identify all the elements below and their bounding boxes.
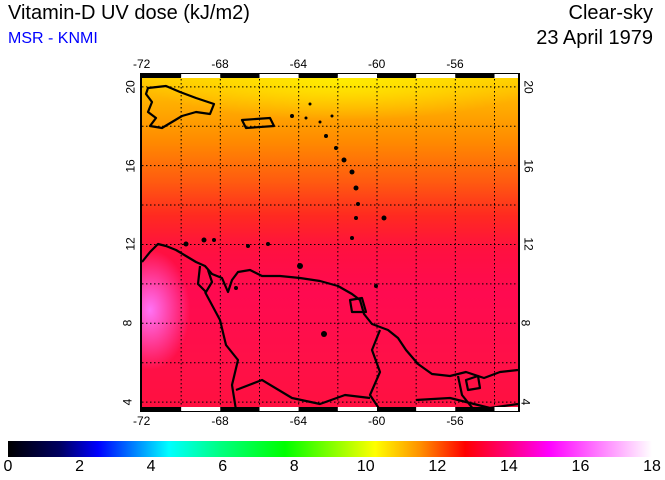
frame-tick-bar	[416, 407, 456, 411]
colorbar-tick-label: 8	[289, 458, 299, 475]
sky-condition-label: Clear-sky	[568, 2, 653, 24]
lon-tick-label-top: -64	[289, 57, 307, 71]
border-brazil-east	[415, 396, 519, 410]
frame-tick-bar	[220, 74, 260, 78]
colorbar-tick-label: 4	[146, 458, 156, 475]
border-brazil	[235, 378, 371, 406]
lon-tick-label-bottom: -64	[289, 414, 307, 428]
lake-maracaibo	[196, 265, 214, 294]
lat-tick-label-right: 16	[521, 158, 536, 173]
lat-tick-label-left: 16	[123, 158, 138, 173]
frame-tick-bar	[259, 74, 299, 78]
lon-tick-label-top: -60	[368, 57, 386, 71]
lat-tick-label-right: 20	[521, 80, 536, 94]
coastline-hispaniola	[144, 84, 216, 130]
frame-tick-bar	[259, 407, 299, 411]
coastline-puerto-rico	[240, 116, 276, 130]
coastline-suriname-lake	[464, 374, 482, 392]
frame-ticks	[142, 74, 518, 411]
coastline-trinidad	[348, 296, 368, 314]
colorbar-tick-label: 6	[218, 458, 228, 475]
date-label: 23 April 1979	[536, 27, 653, 49]
frame-tick-bar	[142, 74, 182, 78]
frame-tick-bar	[455, 407, 495, 411]
frame-tick-bar	[181, 407, 221, 411]
colorbar-tick-label: 10	[356, 458, 375, 475]
lon-tick-label-bottom: -56	[446, 414, 464, 428]
lon-tick-label-bottom: -60	[368, 414, 386, 428]
frame-tick-bar	[337, 407, 377, 411]
frame-tick-bar	[181, 74, 221, 78]
frame-tick-bar	[494, 74, 518, 78]
graticule	[142, 75, 518, 410]
frame-tick-bar	[377, 74, 417, 78]
frame-tick-bar	[455, 74, 495, 78]
uv-dose-field	[142, 75, 518, 410]
frame-tick-bar	[416, 74, 456, 78]
frame-tick-bar	[298, 74, 338, 78]
colorbar	[8, 441, 652, 457]
lon-tick-label-bottom: -72	[133, 414, 151, 428]
lat-tick-label-left: 20	[123, 80, 138, 94]
source-label: MSR - KNMI	[8, 30, 98, 47]
lon-tick-label-top: -56	[446, 57, 464, 71]
frame-tick-bar	[142, 407, 182, 411]
lat-tick-label-right: 12	[521, 237, 536, 252]
colorbar-tick-label: 14	[499, 458, 518, 475]
frame-tick-bar	[220, 407, 260, 411]
frame-tick-bar	[494, 407, 518, 411]
map-frame	[140, 73, 520, 412]
border-venezuela-guyana	[368, 329, 382, 411]
lon-tick-label-bottom: -68	[211, 414, 229, 428]
lat-tick-label-left: 4	[120, 398, 135, 406]
lon-tick-label-top: -68	[211, 57, 229, 71]
colorbar-tick-label: 16	[571, 458, 590, 475]
lat-tick-label-left: 8	[120, 319, 135, 327]
colorbar-tick-label: 12	[428, 458, 447, 475]
frame-tick-bar	[377, 407, 417, 411]
colorbar-tick-label: 18	[643, 458, 661, 475]
colorbar-tick-label: 0	[3, 458, 13, 475]
frame-tick-bar	[298, 407, 338, 411]
border-colombia-venezuela	[204, 291, 240, 411]
colorbar-tick-label: 2	[75, 458, 84, 475]
coastlines	[141, 84, 519, 411]
lon-tick-label-top: -72	[133, 57, 151, 71]
small-islands	[183, 102, 387, 337]
figure-title: Vitamin-D UV dose (kJ/m2)	[8, 2, 250, 24]
border-guyana-suriname	[456, 375, 475, 411]
lat-tick-label-right: 4	[518, 398, 533, 406]
lat-tick-label-left: 12	[123, 237, 138, 252]
lat-tick-label-right: 8	[518, 319, 533, 327]
coastline-south-america	[141, 242, 519, 380]
frame-tick-bar	[337, 74, 377, 78]
